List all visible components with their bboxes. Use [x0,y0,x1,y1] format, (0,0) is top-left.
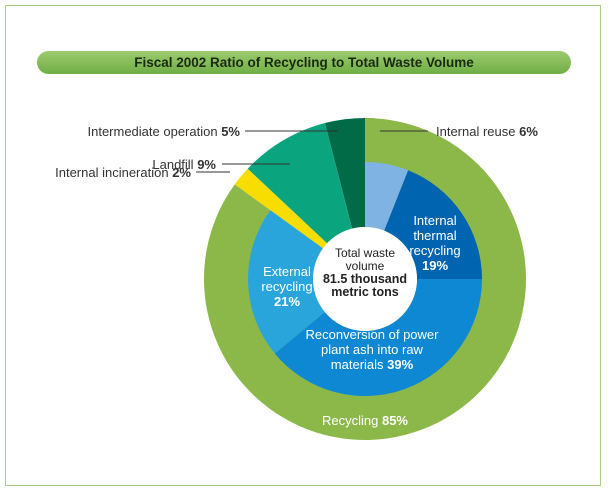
label-name: Intermediate operation [87,124,218,139]
segment-label: Internal incineration 2% [55,165,191,180]
donut-segment [274,279,482,397]
segment-label: Recycling 85% [300,413,430,428]
center-label: Total waste volume 81.5 thousand metric … [315,247,415,299]
donut-segment [324,118,376,229]
donut-segment [234,168,328,249]
label-name: Recycling [321,413,379,428]
segment-label: Landfill 9% [152,157,216,172]
label-value: 2% [172,165,191,180]
label-value: 39% [387,357,414,372]
label-name: Internal thermal recycling [409,213,461,258]
label-value: 85% [381,413,408,428]
segment-label: External recycling 21% [252,264,322,309]
label-value: 5% [221,124,240,139]
center-value: 81.5 thousand metric tons [322,272,408,299]
label-value: 6% [519,124,538,139]
label-name: Reconversion of power plant ash into raw… [305,327,439,372]
label-name: Internal incineration [55,165,169,180]
donut-segment [365,162,409,231]
label-name: Internal reuse [436,124,516,139]
center-text: Total waste volume [334,246,396,273]
segment-label: Internal thermal recycling 19% [400,213,470,273]
segment-label: Intermediate operation 5% [87,124,240,139]
label-value: 19% [421,258,449,273]
donut-segment [247,210,325,354]
segment-label: Reconversion of power plant ash into raw… [302,327,442,372]
donut-segment [247,123,353,244]
segment-label: Internal reuse 6% [436,124,538,139]
label-value: 21% [273,294,301,309]
donut-segment [384,170,482,279]
label-name: Landfill [152,157,194,172]
frame [5,5,601,486]
label-name: External recycling [261,264,313,294]
label-value: 9% [197,157,216,172]
center-hole [313,227,417,331]
chart-title: Fiscal 2002 Ratio of Recycling to Total … [37,51,571,74]
